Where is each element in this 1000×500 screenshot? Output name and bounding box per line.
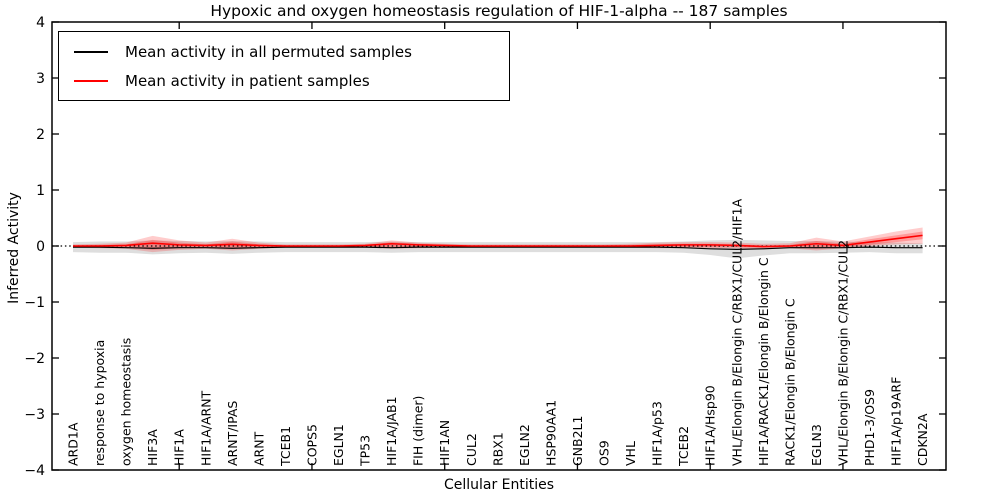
x-category-label: EGLN3 bbox=[809, 424, 824, 466]
x-category-label: OS9 bbox=[597, 440, 612, 466]
x-category-label: COPS5 bbox=[304, 424, 319, 466]
x-category-label: ARD1A bbox=[66, 422, 81, 466]
permuted-line-swatch-icon bbox=[74, 50, 108, 53]
legend: Mean activity in all permuted samples Me… bbox=[58, 31, 510, 101]
y-tick-label: 1 bbox=[36, 183, 45, 199]
legend-label-patient: Mean activity in patient samples bbox=[125, 71, 370, 90]
x-category-label: CUL2 bbox=[464, 433, 479, 466]
y-tick-label: 4 bbox=[36, 15, 45, 31]
x-axis-title: Cellular Entities bbox=[443, 477, 555, 493]
x-category-label: HIF1A/Hsp90 bbox=[703, 385, 718, 466]
x-category-label: response to hypoxia bbox=[92, 340, 107, 466]
y-tick-label: 3 bbox=[36, 71, 45, 87]
y-axis-title: Inferred Activity bbox=[6, 192, 22, 304]
y-tick-label: 0 bbox=[36, 239, 45, 255]
x-category-label: HIF1A/JAB1 bbox=[384, 396, 399, 466]
x-category-label: HIF1A bbox=[172, 429, 187, 466]
x-category-label: ARNT/IPAS bbox=[225, 401, 240, 466]
legend-label-permuted: Mean activity in all permuted samples bbox=[125, 42, 412, 61]
x-category-label: TP53 bbox=[358, 435, 373, 467]
y-tick-label: −3 bbox=[24, 407, 45, 423]
y-tick-label: −1 bbox=[24, 295, 45, 311]
chart-title: Hypoxic and oxygen homeostasis regulatio… bbox=[210, 2, 788, 20]
legend-item-patient: Mean activity in patient samples bbox=[59, 66, 509, 95]
x-category-label: FIH (dimer) bbox=[411, 396, 426, 466]
y-tick-label: −4 bbox=[24, 463, 45, 479]
x-category-label: VHL/Elongin B/Elongin C/RBX1/CUL2/HIF1A bbox=[729, 198, 744, 466]
x-category-label: TCEB2 bbox=[676, 426, 691, 467]
x-category-label: HIF1A/ARNT bbox=[198, 390, 213, 466]
x-category-label: HIF3A bbox=[145, 429, 160, 466]
x-category-label: TCEB1 bbox=[278, 426, 293, 467]
x-category-label: PHD1-3/OS9 bbox=[862, 389, 877, 466]
x-category-label: oxygen homeostasis bbox=[119, 338, 134, 466]
permuted-mean-line bbox=[73, 246, 923, 250]
x-category-label: GNB2L1 bbox=[570, 416, 585, 466]
x-category-label: RBX1 bbox=[490, 432, 505, 466]
x-category-label: EGLN2 bbox=[517, 424, 532, 466]
x-category-label: HSP90AA1 bbox=[543, 400, 558, 466]
y-tick-label: 2 bbox=[36, 127, 45, 143]
x-category-label: HIF1A/p53 bbox=[650, 401, 665, 466]
patient-mean-line bbox=[73, 234, 923, 248]
x-category-label: HIF1A/RACK1/Elongin B/Elongin C bbox=[756, 257, 771, 466]
x-category-label: HIF1A/p19ARF bbox=[889, 377, 904, 466]
x-category-label: ARNT bbox=[251, 431, 266, 466]
x-category-label: VHL bbox=[623, 441, 638, 466]
x-category-label: HIF1AN bbox=[437, 420, 452, 466]
x-category-label: RACK1/Elongin B/Elongin C bbox=[782, 298, 797, 466]
y-tick-label: −2 bbox=[24, 351, 45, 367]
x-category-label: VHL/Elongin B/Elongin C/RBX1/CUL2 bbox=[835, 240, 850, 466]
x-category-label: CDKN2A bbox=[915, 413, 930, 466]
x-category-label: EGLN1 bbox=[331, 424, 346, 466]
legend-item-permuted: Mean activity in all permuted samples bbox=[59, 37, 509, 66]
patient-line-swatch-icon bbox=[74, 79, 108, 82]
